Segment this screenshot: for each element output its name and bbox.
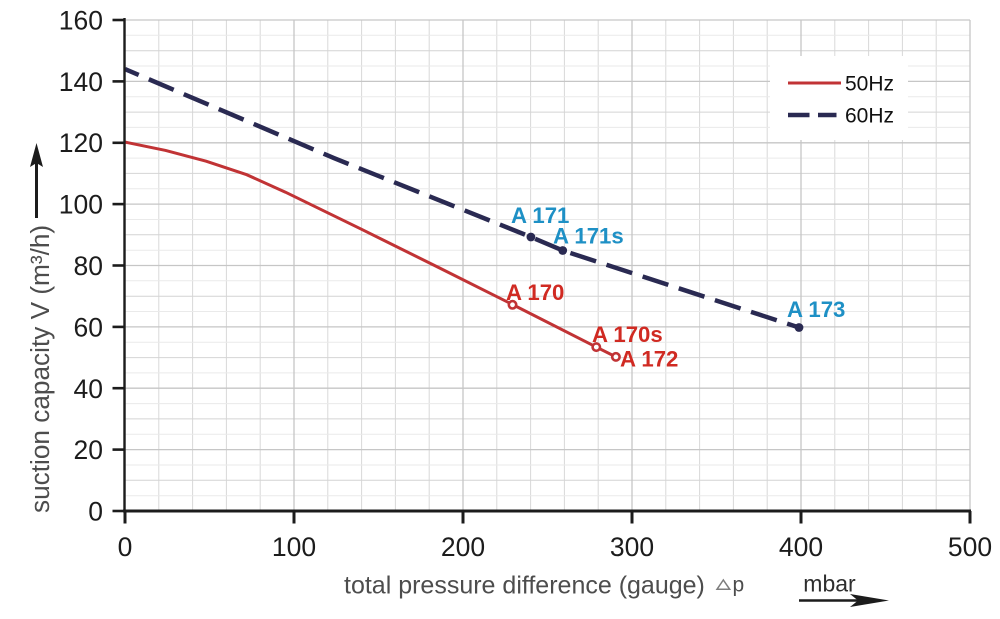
svg-text:500: 500 bbox=[948, 532, 992, 562]
svg-text:A 171s: A 171s bbox=[553, 224, 624, 249]
svg-text:60Hz: 60Hz bbox=[845, 105, 894, 128]
svg-text:40: 40 bbox=[74, 374, 103, 404]
svg-text:suction capacity V (m³/h): suction capacity V (m³/h) bbox=[25, 225, 55, 513]
svg-text:100: 100 bbox=[59, 190, 103, 220]
svg-text:80: 80 bbox=[74, 251, 103, 281]
svg-text:mbar: mbar bbox=[803, 571, 856, 597]
svg-text:p: p bbox=[733, 574, 745, 597]
svg-text:0: 0 bbox=[118, 532, 133, 562]
svg-text:100: 100 bbox=[272, 532, 316, 562]
svg-text:120: 120 bbox=[59, 128, 103, 158]
svg-text:300: 300 bbox=[610, 532, 654, 562]
svg-text:0: 0 bbox=[88, 497, 103, 527]
svg-text:A 170: A 170 bbox=[506, 280, 564, 305]
svg-text:A 171: A 171 bbox=[511, 203, 569, 228]
svg-text:160: 160 bbox=[59, 6, 103, 36]
svg-text:A 170s: A 170s bbox=[592, 322, 663, 347]
svg-text:A 172: A 172 bbox=[620, 347, 678, 372]
svg-text:A 173: A 173 bbox=[787, 297, 845, 322]
svg-text:total pressure difference (gau: total pressure difference (gauge) bbox=[344, 572, 705, 600]
svg-text:50Hz: 50Hz bbox=[845, 73, 894, 96]
svg-text:20: 20 bbox=[74, 435, 103, 465]
svg-text:400: 400 bbox=[779, 532, 823, 562]
svg-text:140: 140 bbox=[59, 67, 103, 97]
svg-text:200: 200 bbox=[441, 532, 485, 562]
svg-text:60: 60 bbox=[74, 312, 103, 342]
